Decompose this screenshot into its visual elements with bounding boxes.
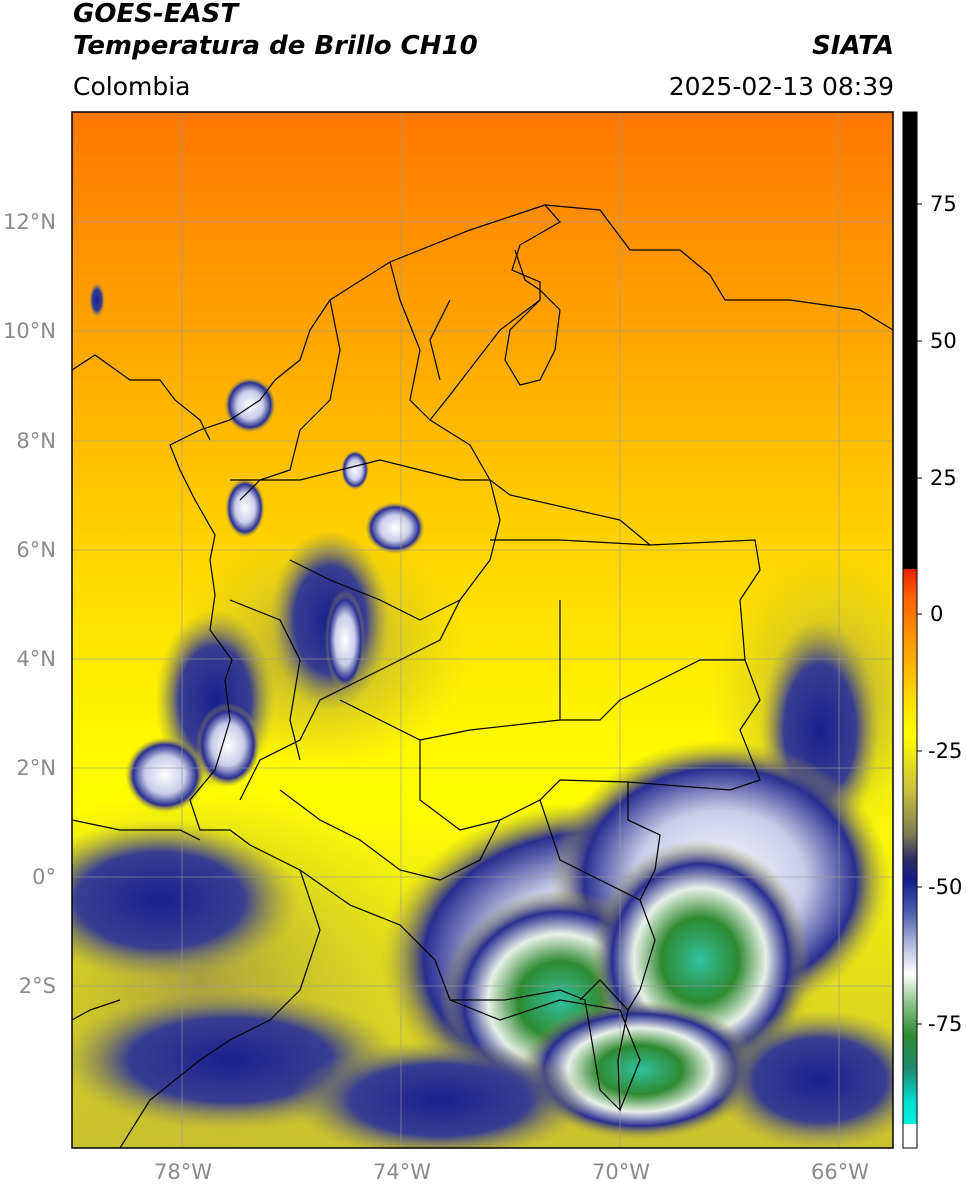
lon-label-78w: 78°W [154, 1160, 212, 1184]
lat-label-2n: 2°N [16, 756, 56, 780]
colorbar-tick-m50: -50 [928, 875, 963, 899]
lat-label-8n: 8°N [16, 429, 56, 453]
colorbar [902, 111, 922, 1149]
header-source: SIATA [812, 31, 894, 61]
lon-label-74w: 74°W [373, 1160, 431, 1184]
country-boundaries [72, 204, 893, 1148]
lon-label-70w: 70°W [592, 1160, 650, 1184]
colorbar-tick-25: 25 [930, 466, 957, 490]
lat-label-10n: 10°N [3, 319, 56, 343]
colorbar-tick-0: 0 [930, 602, 944, 626]
header-satellite: GOES-EAST [73, 0, 239, 29]
lat-label-4n: 4°N [16, 647, 56, 671]
lon-label-66w: 66°W [811, 1160, 869, 1184]
lat-label-2s: 2°S [18, 974, 56, 998]
lat-label-6n: 6°N [16, 538, 56, 562]
header-product: Temperatura de Brillo CH10 [73, 31, 478, 61]
map-frame [71, 111, 894, 1149]
colorbar-tick-m75: -75 [928, 1012, 963, 1036]
colorbar-tick-50: 50 [930, 329, 957, 353]
lat-label-12n: 12°N [3, 210, 56, 234]
colorbar-tick-m25: -25 [928, 739, 963, 763]
header-datetime: 2025-02-13 08:39 [668, 72, 894, 101]
brightness-temperature-field [72, 112, 893, 1148]
colorbar-tick-75: 75 [930, 192, 957, 216]
lat-label-0: 0° [32, 865, 56, 889]
header-region: Colombia [73, 72, 191, 101]
